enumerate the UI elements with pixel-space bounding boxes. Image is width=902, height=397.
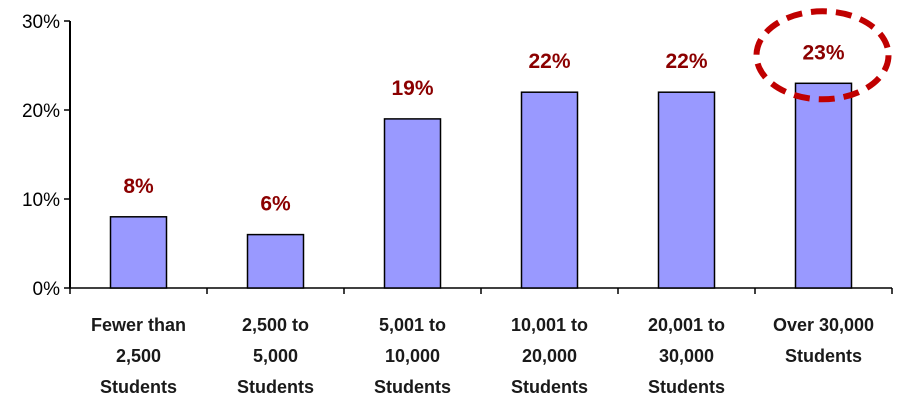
y-tick-label: 0% <box>33 279 61 300</box>
category-label: Over 30,000 <box>773 315 874 335</box>
data-label: 23% <box>802 41 844 64</box>
category-label: Students <box>785 346 862 366</box>
y-tick-label: 30% <box>22 12 60 33</box>
category-label: 20,001 to <box>648 315 725 335</box>
y-tick-label: 20% <box>22 101 60 122</box>
bar <box>383 118 442 289</box>
category-labels: Fewer than 2,500 Students 2,500 to 5,000 Stud… <box>91 315 874 397</box>
category-label: Students <box>100 377 177 397</box>
data-label: 19% <box>391 77 433 100</box>
bar <box>520 91 579 289</box>
bar <box>246 233 305 289</box>
category-label: 2,500 <box>116 346 161 366</box>
data-label: 6% <box>260 193 291 216</box>
category-label: 5,000 <box>253 346 298 366</box>
category-label: Students <box>511 377 588 397</box>
data-label: 22% <box>528 50 570 73</box>
category-label: Students <box>237 377 314 397</box>
category-label: 10,000 <box>385 346 440 366</box>
category-label: 5,001 to <box>379 315 446 335</box>
bar <box>109 216 168 289</box>
data-label: 8% <box>123 175 154 198</box>
y-tick-label: 10% <box>22 190 60 211</box>
bar <box>657 91 716 289</box>
data-label: 22% <box>665 50 707 73</box>
category-label: 20,000 <box>522 346 577 366</box>
highlight-ellipse <box>753 8 892 103</box>
category-label: 2,500 to <box>242 315 309 335</box>
category-label: Students <box>648 377 725 397</box>
category-label: Students <box>374 377 451 397</box>
bar <box>794 82 853 289</box>
data-labels: 8% 6% 19% 22% 22% 23% <box>123 41 845 215</box>
bars <box>109 82 853 289</box>
category-label: Fewer than <box>91 315 186 335</box>
category-label: 10,001 to <box>511 315 588 335</box>
highlight-annotation <box>753 8 892 103</box>
category-label: 30,000 <box>659 346 714 366</box>
axes: 0% 10% 20% 30% <box>22 12 893 300</box>
